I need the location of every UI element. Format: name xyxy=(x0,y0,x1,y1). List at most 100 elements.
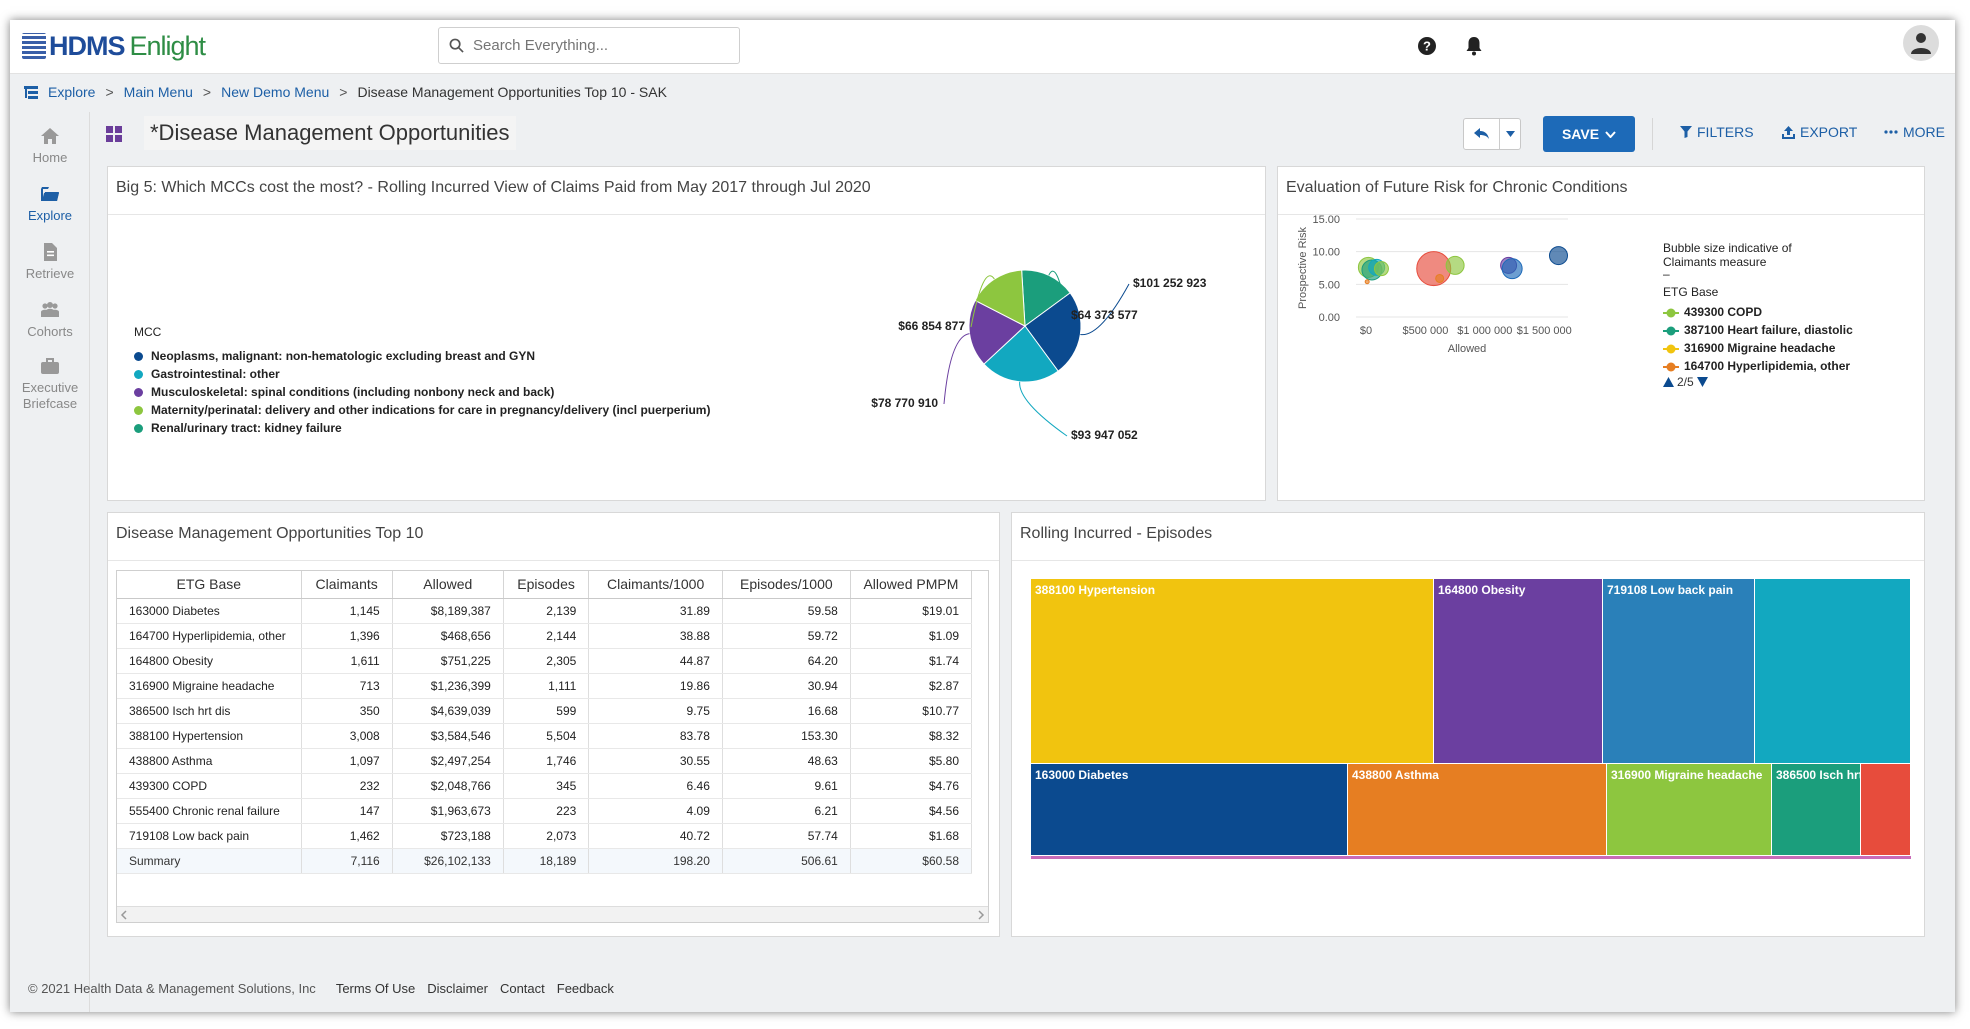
pie-slice[interactable] xyxy=(974,269,1026,327)
pie-slice[interactable] xyxy=(1024,292,1082,372)
nav-item-home[interactable]: Home xyxy=(10,126,90,165)
table-panel: Disease Management Opportunities Top 10 … xyxy=(107,512,1000,937)
legend-item[interactable]: Gastrointestinal: other xyxy=(134,365,710,383)
table-row[interactable]: 555400 Chronic renal failure 147 $1,963,67… xyxy=(117,798,973,824)
pie-data-label: $93 947 052 xyxy=(1071,428,1138,442)
table-cell: 3,008 xyxy=(301,723,393,749)
legend-item[interactable]: 316900 Migraine headache xyxy=(1663,339,1883,357)
table-row[interactable]: 164700 Hyperlipidemia, other 1,396 $468,65… xyxy=(117,623,973,649)
search-input[interactable] xyxy=(473,37,713,54)
dashboard-grid-icon xyxy=(106,126,122,142)
table-row[interactable]: 719108 Low back pain 1,462 $723,188 2,073 40… xyxy=(117,823,973,849)
bubble-point[interactable] xyxy=(1501,258,1523,280)
treemap-cell[interactable]: 386500 Isch hrt dis xyxy=(1772,764,1861,856)
treemap-cell[interactable]: 719108 Low back pain xyxy=(1603,579,1755,764)
user-avatar-icon[interactable] xyxy=(1903,25,1939,61)
column-header[interactable]: Allowed PMPM xyxy=(850,571,973,599)
horizontal-scrollbar[interactable] xyxy=(117,906,988,922)
page-title[interactable]: *Disease Management Opportunities xyxy=(144,116,516,150)
table-cell: 1,611 xyxy=(301,648,393,674)
nav-item-retrieve[interactable]: Retrieve xyxy=(10,242,90,281)
column-header[interactable]: Episodes/1000 xyxy=(722,571,851,599)
pie-connector-line xyxy=(970,275,995,328)
table-row[interactable]: 439300 COPD 232 $2,048,766 345 6.46 9.61 $4.76 xyxy=(117,773,973,799)
bell-icon[interactable] xyxy=(1462,34,1486,58)
treemap-cell[interactable] xyxy=(1755,579,1911,764)
arrow-up-icon[interactable] xyxy=(1663,377,1674,387)
table-row[interactable]: 438800 Asthma 1,097 $2,497,254 1,746 30.55 48… xyxy=(117,748,973,774)
column-header[interactable]: Episodes xyxy=(503,571,590,599)
column-header[interactable]: Allowed xyxy=(392,571,504,599)
table-row[interactable]: 388100 Hypertension 3,008 $3,584,546 5,504 8… xyxy=(117,723,973,749)
search-box[interactable] xyxy=(438,27,740,64)
data-table-container[interactable]: ETG Base Claimants Allowed Episodes Claimant… xyxy=(116,570,989,923)
treemap-cell-label: 386500 Isch hrt dis xyxy=(1776,768,1860,782)
treemap-cell[interactable]: 388100 Hypertension xyxy=(1031,579,1434,764)
breadcrumb-explore[interactable]: Explore xyxy=(48,84,96,100)
arrow-down-icon[interactable] xyxy=(1696,377,1708,387)
bubble-point[interactable] xyxy=(1364,279,1370,285)
bubble-point[interactable] xyxy=(1445,255,1465,275)
logo[interactable]: HDMS Enlight xyxy=(22,28,206,64)
table-cell: 2,139 xyxy=(503,598,590,624)
pie-chart-panel: Big 5: Which MCCs cost the most? - Rolli… xyxy=(107,166,1266,501)
nav-item-executive-briefcase[interactable]: Executive Briefcase xyxy=(10,356,90,412)
breadcrumb-new-demo-menu[interactable]: New Demo Menu xyxy=(221,84,330,100)
bubble-point[interactable] xyxy=(1416,251,1452,287)
pie-slice[interactable] xyxy=(968,299,1026,365)
nav-item-cohorts[interactable]: Cohorts xyxy=(10,300,90,339)
treemap-cell[interactable]: 163000 Diabetes xyxy=(1031,764,1348,856)
legend-note: Claimants measure xyxy=(1663,255,1767,269)
footer-link-feedback[interactable]: Feedback xyxy=(556,981,614,996)
legend-title: MCC xyxy=(134,325,162,339)
breadcrumb-separator: > xyxy=(339,84,348,100)
treemap-cell[interactable] xyxy=(1861,764,1911,856)
chevron-down-icon xyxy=(1605,130,1616,138)
legend-item[interactable]: 387100 Heart failure, diastolic xyxy=(1663,321,1883,339)
column-header[interactable]: Claimants/1000 xyxy=(588,571,723,599)
breadcrumb-main-menu[interactable]: Main Menu xyxy=(123,84,193,100)
footer-link-terms[interactable]: Terms Of Use xyxy=(335,981,416,996)
bubble-chart: 0.00 5.00 10.00 15.00 $0 $500 000 $1 000 000 $1… xyxy=(1297,214,1572,355)
footer-link-contact[interactable]: Contact xyxy=(499,981,545,996)
legend-item[interactable]: Maternity/perinatal: delivery and other … xyxy=(134,401,710,419)
save-button[interactable]: SAVE xyxy=(1543,116,1635,152)
legend-item[interactable]: 439300 COPD xyxy=(1663,303,1883,321)
export-button[interactable]: EXPORT xyxy=(1782,124,1857,140)
column-header[interactable]: ETG Base xyxy=(117,571,302,599)
table-row[interactable]: 163000 Diabetes 1,145 $8,189,387 2,139 31.89… xyxy=(117,598,973,624)
table-row[interactable]: 386500 Isch hrt dis 350 $4,639,039 599 9.75 1… xyxy=(117,698,973,724)
bubble-point[interactable] xyxy=(1435,273,1445,283)
bubble-point[interactable] xyxy=(1373,261,1389,277)
legend-dot xyxy=(134,369,143,379)
undo-icon[interactable] xyxy=(1464,119,1500,149)
y-tick-label: 0.00 xyxy=(1319,312,1340,324)
table-row[interactable]: 316900 Migraine headache 713 $1,236,399 1,1… xyxy=(117,673,973,699)
nav-label: Explore xyxy=(27,208,73,223)
pie-slice[interactable] xyxy=(983,325,1059,383)
legend-item[interactable]: Neoplasms, malignant: non-hematologic ex… xyxy=(134,347,710,365)
chevron-down-icon[interactable] xyxy=(1500,131,1520,137)
legend-label: 387100 Heart failure, diastolic xyxy=(1684,323,1853,337)
table-row[interactable]: 164800 Obesity 1,611 $751,225 2,305 44.87 64.… xyxy=(117,648,973,674)
legend-item[interactable]: Musculoskeletal: spinal conditions (incl… xyxy=(134,383,710,401)
scroll-right-icon[interactable] xyxy=(976,908,986,922)
treemap-cell[interactable]: 438800 Asthma xyxy=(1348,764,1607,856)
filters-button[interactable]: FILTERS xyxy=(1680,124,1754,140)
more-button[interactable]: MORE xyxy=(1884,124,1945,140)
nav-item-explore[interactable]: Explore xyxy=(10,184,90,223)
scroll-left-icon[interactable] xyxy=(119,908,129,922)
treemap-cell[interactable]: 164800 Obesity xyxy=(1434,579,1603,764)
legend-item[interactable]: Renal/urinary tract: kidney failure xyxy=(134,419,710,437)
help-icon[interactable]: ? xyxy=(1415,34,1439,58)
treemap-cell[interactable]: 316900 Migraine headache xyxy=(1607,764,1772,856)
legend-label: Maternity/perinatal: delivery and other … xyxy=(151,403,711,417)
treemap-cell-label: 316900 Migraine headache xyxy=(1611,768,1763,782)
table-cell: 2,073 xyxy=(503,823,590,849)
pie-slice[interactable] xyxy=(1021,269,1071,327)
legend-item[interactable]: 164700 Hyperlipidemia, other xyxy=(1663,357,1883,375)
bubble-point[interactable] xyxy=(1548,246,1568,266)
footer-link-disclaimer[interactable]: Disclaimer xyxy=(427,981,488,996)
undo-button-group[interactable] xyxy=(1463,118,1521,150)
column-header[interactable]: Claimants xyxy=(301,571,393,599)
